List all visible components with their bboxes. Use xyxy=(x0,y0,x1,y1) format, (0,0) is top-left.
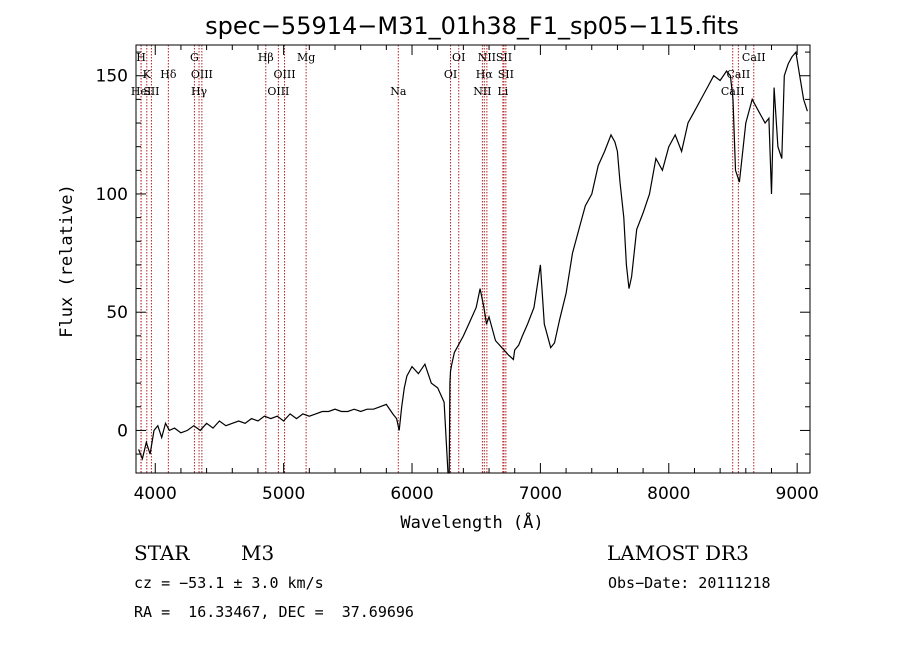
x-tick-label: 5000 xyxy=(262,484,305,504)
line-label: Hδ xyxy=(160,68,177,81)
x-axis: 4000 5000 6000 7000 8000 9000 xyxy=(134,45,819,504)
coordinates: RA = 16.33467, DEC = 37.69696 xyxy=(134,603,414,621)
x-axis-label: Wavelength (Å) xyxy=(400,511,543,533)
line-markers xyxy=(140,45,755,473)
line-label: SII xyxy=(496,51,512,64)
line-label: CaII xyxy=(727,68,751,81)
redshift-velocity: cz = −53.1 ± 3.0 km/s xyxy=(134,574,324,592)
y-tick-label: 100 xyxy=(96,185,128,205)
observation-date: Obs−Date: 20111218 xyxy=(608,574,771,592)
line-label: NII xyxy=(473,85,491,98)
object-subclass: M3 xyxy=(241,541,275,565)
line-label: SII xyxy=(498,68,514,81)
y-axis-label: Flux (relative) xyxy=(57,184,77,338)
line-label: Mg xyxy=(297,51,315,64)
y-tick-label: 150 xyxy=(96,67,128,87)
x-tick-label: 6000 xyxy=(390,484,433,504)
chart-title: spec−55914−M31_01h38_F1_sp05−115.fits xyxy=(205,12,739,40)
line-labels: HKHeISIIHδGOIIIHγHβOIIIOIIIMgNaOIOINIIHα… xyxy=(131,51,766,98)
x-tick-label: 9000 xyxy=(776,484,819,504)
line-label: OI xyxy=(444,68,457,81)
line-label: OIII xyxy=(191,68,213,81)
line-label: G xyxy=(190,51,199,64)
line-label: OIII xyxy=(267,85,289,98)
line-label: Na xyxy=(390,85,407,98)
plot-frame xyxy=(135,44,811,474)
line-label: SII xyxy=(143,85,159,98)
spectrum-line xyxy=(138,50,808,474)
x-tick-label: 8000 xyxy=(647,484,690,504)
y-tick-label: 50 xyxy=(106,303,128,323)
line-label: Hβ xyxy=(258,51,274,64)
line-label: Li xyxy=(497,85,508,98)
object-class: STAR xyxy=(134,541,190,565)
line-label: H xyxy=(136,51,146,64)
line-label: OI xyxy=(452,51,465,64)
line-label: Hα xyxy=(476,68,494,81)
x-tick-label: 4000 xyxy=(134,484,177,504)
x-tick-label: 7000 xyxy=(519,484,562,504)
line-label: NII xyxy=(478,51,496,64)
line-label: OIII xyxy=(274,68,296,81)
y-tick-label: 0 xyxy=(117,421,128,441)
line-label: Hγ xyxy=(191,85,208,98)
line-label: K xyxy=(143,68,152,81)
line-label: CaII xyxy=(742,51,766,64)
y-axis: 0 50 100 150 xyxy=(96,51,810,455)
survey-name: LAMOST DR3 xyxy=(607,541,749,565)
